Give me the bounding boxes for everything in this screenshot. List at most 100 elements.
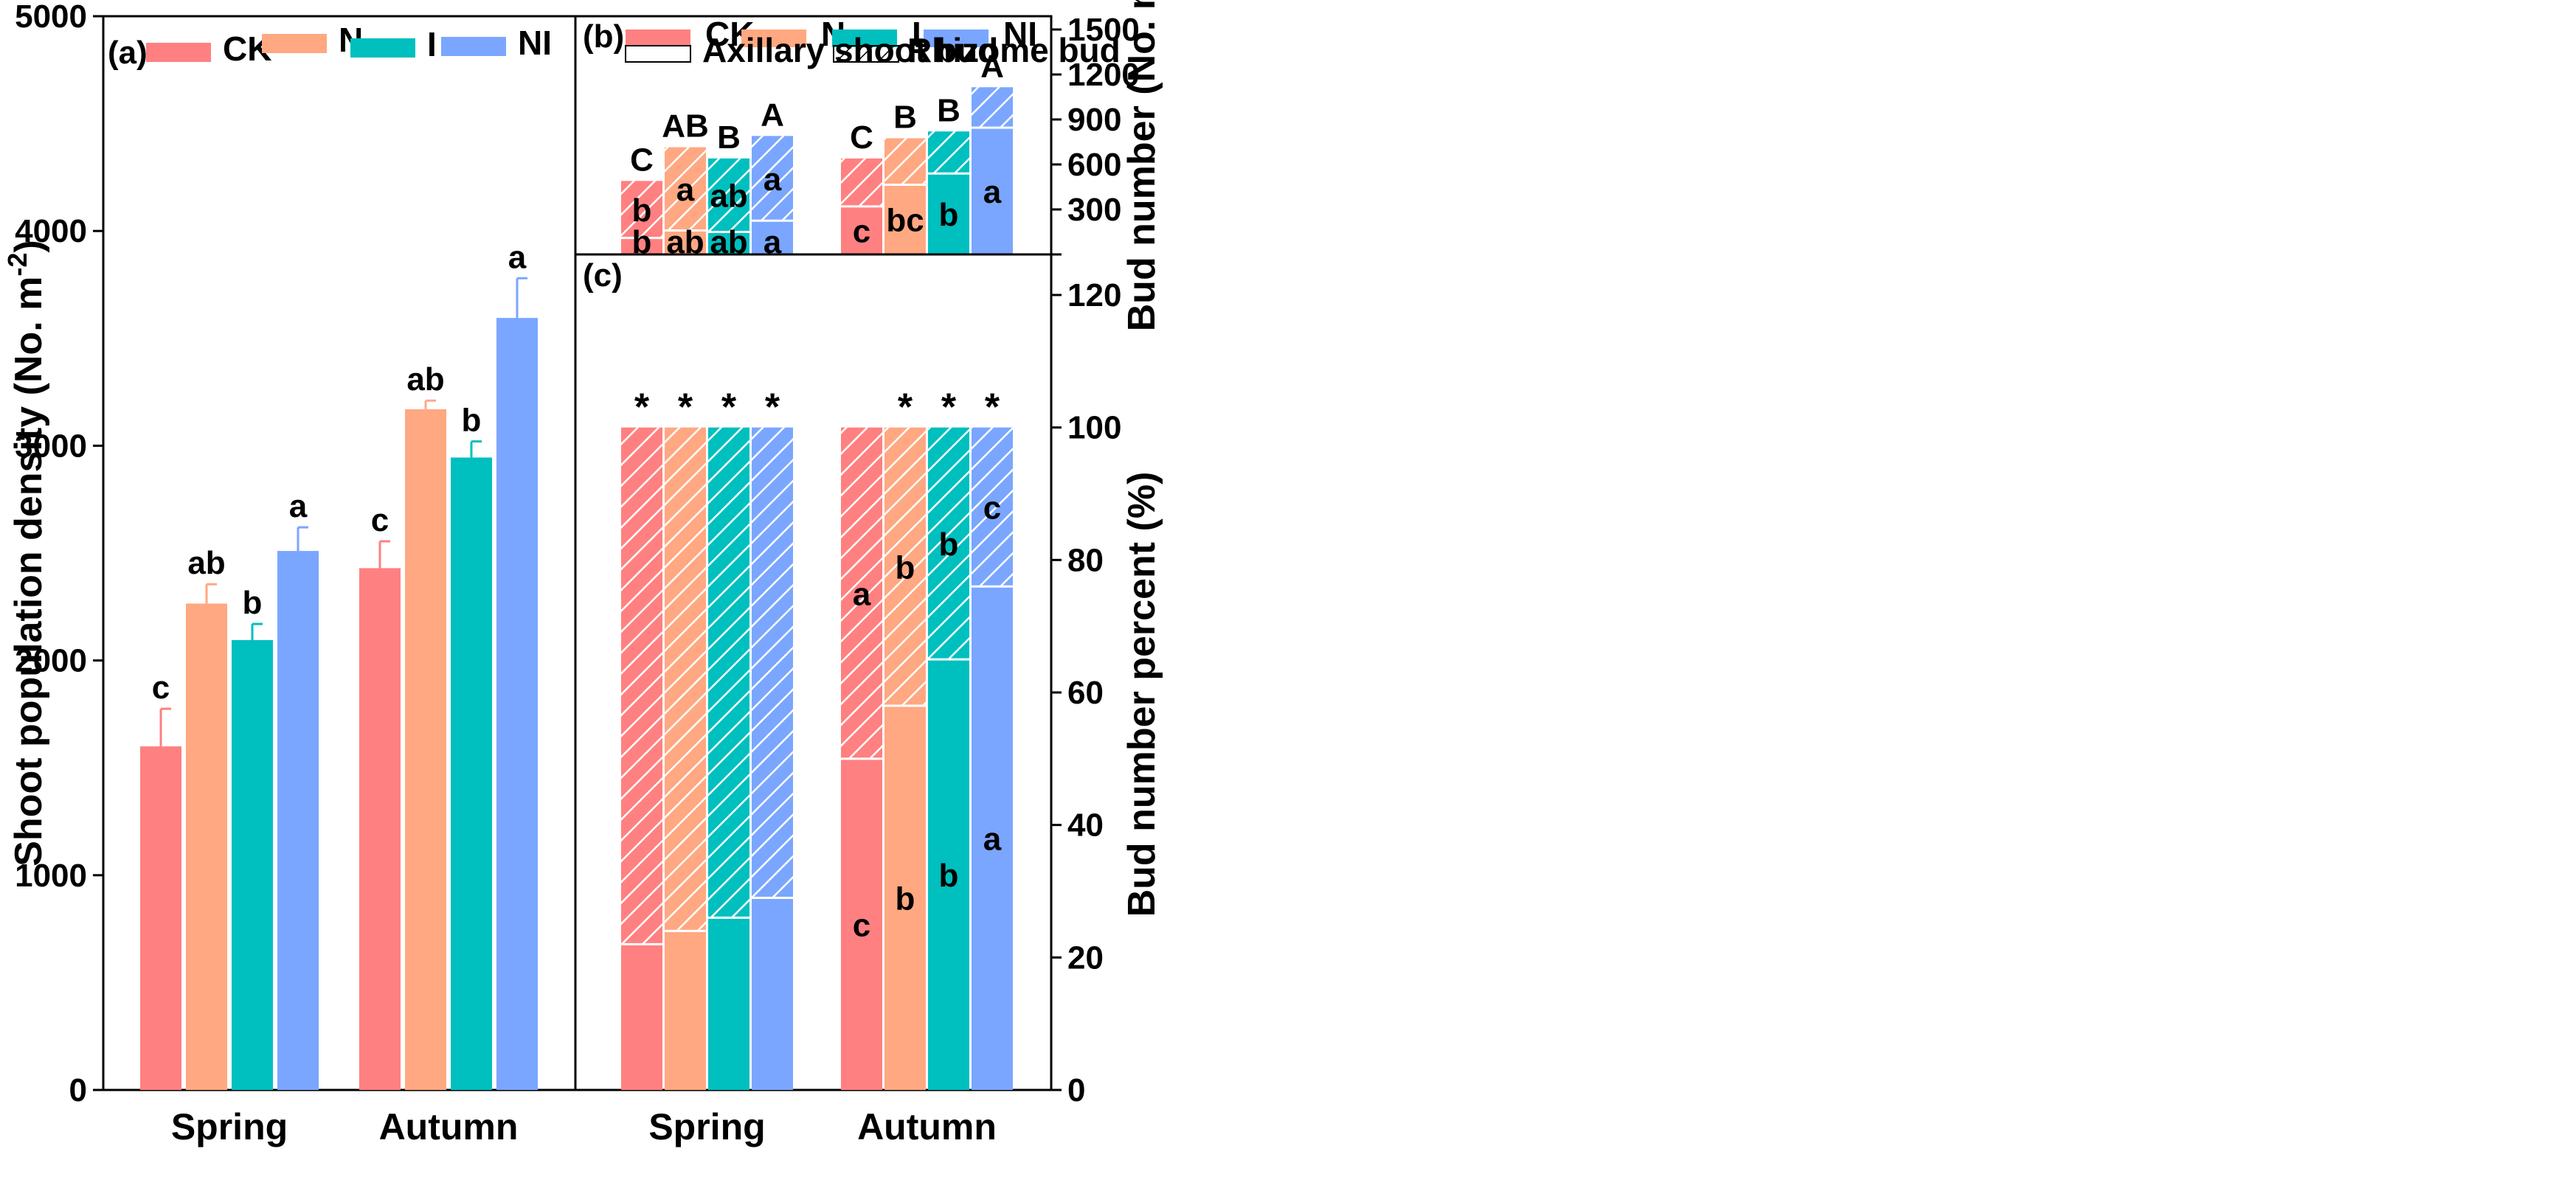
panel-c-ytick-label: 60	[1067, 675, 1104, 711]
panel-c-rhizome-letter-i-autumn: b	[939, 527, 959, 563]
panel-b-axillary-letter-ni-autumn: a	[983, 174, 1002, 210]
panel-a-legend-swatch-ni	[441, 37, 506, 56]
panel-c-bar-rhizome-hatch-i-autumn	[928, 427, 969, 660]
panel-c-rhizome-letter-ck-autumn: a	[853, 576, 871, 612]
panel-b-ytick-label: 300	[1067, 192, 1121, 228]
panel-b-rhizome-letter-ni-spring: a	[764, 162, 782, 198]
panel-b-total-letter-ni-spring: A	[761, 97, 784, 133]
panel-c-ytick-label: 40	[1067, 808, 1104, 844]
panel-c-ytick-label: 100	[1067, 410, 1121, 446]
panel-b-legend-label-rhizome: Rhizome bud	[907, 31, 1121, 69]
panel-c-rhizome-letter-ni-autumn: c	[983, 490, 1001, 526]
panel-a-bar-i-autumn	[451, 457, 492, 1090]
panel-a-ytick-label: 3000	[15, 428, 87, 464]
panel-c-star-n-spring: *	[678, 386, 693, 429]
panel-b-ytick-label: 1200	[1067, 57, 1140, 93]
panel-c-rhizome-letter-n-autumn: b	[896, 549, 915, 586]
panel-a-legend-swatch-n	[262, 34, 327, 53]
panel-a-bar-i-spring	[232, 639, 273, 1090]
panel-b-legend-swatch-rhizome	[833, 45, 899, 63]
panel-b-total-letter-ck-spring: C	[630, 142, 654, 178]
panel-b-bar-axillary-n-autumn	[884, 184, 926, 254]
panel-a-bar-ni-autumn	[496, 318, 538, 1090]
panel-a-ylabel-close: )	[7, 240, 50, 252]
panel-b-bar-rhizome-hatch-ck-spring	[621, 181, 662, 238]
panel-c-axillary-letter-i-autumn: b	[939, 858, 959, 894]
panel-b-total-letter-ck-autumn: C	[850, 119, 873, 156]
panel-a-category-spring: Spring	[171, 1106, 288, 1147]
panel-c-bar-axillary-ni-spring	[752, 897, 793, 1090]
panel-a-letter-i-autumn: b	[462, 403, 482, 439]
panel-b-legend-swatch-ck	[626, 29, 690, 47]
panel-a-letter-ni-spring: a	[289, 488, 308, 524]
panel-b-legend-label-i: I	[912, 15, 921, 53]
panel-c-ytick-label: 80	[1067, 542, 1104, 578]
panel-b-ytick-label: 1500	[1067, 12, 1140, 48]
panel-b-bar-axillary-ck-spring	[621, 237, 662, 254]
panel-b-bar-rhizome-hatch-n-autumn	[884, 138, 926, 185]
panel-a-letter-ck-spring: c	[152, 670, 170, 706]
panel-b-axillary-letter-i-autumn: b	[939, 197, 959, 233]
panel-a-letter-ck-autumn: c	[371, 502, 389, 538]
panel-a-bar-ck-autumn	[359, 568, 401, 1090]
panel-a-legend-label-i: I	[427, 25, 437, 63]
panel-b-axillary-letter-ck-autumn: c	[853, 213, 870, 249]
panel-b-legend-label-ni: NI	[1003, 15, 1037, 53]
panel-b-total-letter-n-autumn: B	[893, 99, 917, 135]
panel-a-ytick-label: 1000	[15, 858, 87, 894]
panel-b-ytick-label: 600	[1067, 147, 1121, 183]
panel-a-ylabel-sup: -2	[2, 253, 32, 277]
panel-c-bar-axillary-n-autumn	[884, 705, 926, 1090]
panel-c-axillary-letter-n-autumn: b	[896, 881, 915, 917]
panel-a-category-autumn: Autumn	[379, 1106, 519, 1147]
panel-c-bar-rhizome-hatch-ni-autumn	[972, 427, 1013, 587]
panel-a-ylabel: Shoot population density (No. m-2)	[2, 240, 50, 867]
panel-a-bar-n-spring	[186, 603, 227, 1090]
panel-a-ytick-label: 2000	[15, 643, 87, 679]
panel-c-ytick-label: 0	[1067, 1072, 1085, 1108]
panel-b-bar-rhizome-hatch-i-autumn	[928, 131, 969, 174]
panel-c-star-ck-spring: *	[634, 386, 650, 429]
panel-b-bar-axillary-ck-autumn	[841, 206, 882, 254]
panel-b-total-letter-ni-autumn: A	[980, 48, 1004, 84]
panel-b-legend-swatch-i	[832, 29, 897, 47]
panel-c-star-i-autumn: *	[941, 386, 957, 429]
panel-c-star-i-spring: *	[721, 386, 737, 429]
panel-c-star-ni-spring: *	[765, 386, 780, 429]
panel-a-bar-n-autumn	[405, 409, 446, 1090]
panel-c-category-spring: Spring	[648, 1106, 765, 1147]
panel-c-axillary-letter-ck-autumn: c	[853, 907, 870, 943]
panel-b-bar-rhizome-hatch-ck-autumn	[841, 158, 882, 206]
panel-b-total-letter-n-spring: AB	[662, 108, 709, 145]
panel-a-bar-ck-spring	[140, 746, 181, 1090]
panel-c-ytick-label: 120	[1067, 277, 1121, 313]
panel-c-bar-axillary-n-spring	[665, 931, 706, 1090]
panel-a-legend-label-ni: NI	[518, 24, 552, 62]
panel-c-label: (c)	[583, 257, 623, 294]
panel-c-bar-axillary-i-autumn	[928, 659, 969, 1090]
panel-c-ytick-label: 20	[1067, 940, 1104, 976]
panel-a-legend-swatch-ck	[146, 43, 211, 62]
panel-b-legend-swatch-ni	[924, 29, 988, 47]
panel-b-bar-axillary-i-spring	[708, 232, 749, 254]
panel-c-axillary-letter-ni-autumn: a	[983, 822, 1002, 858]
panel-a-ytick-label: 0	[69, 1072, 87, 1108]
panel-c-category-autumn: Autumn	[857, 1106, 997, 1147]
panel-c-bar-rhizome-hatch-i-spring	[708, 427, 749, 918]
panel-a-letter-ni-autumn: a	[508, 239, 527, 275]
panel-b-axillary-letter-n-autumn: bc	[886, 203, 924, 239]
panel-c-bar-rhizome-hatch-ck-autumn	[841, 427, 882, 759]
panel-b-total-letter-i-autumn: B	[937, 92, 960, 128]
panel-c-bar-rhizome-hatch-n-spring	[665, 427, 706, 931]
panel-b-total-letter-i-spring: B	[717, 119, 741, 156]
panel-c-bar-axillary-ck-spring	[621, 944, 662, 1090]
panel-a-ytick-label: 5000	[15, 0, 87, 35]
panel-b-bar-rhizome-hatch-ni-spring	[752, 136, 793, 221]
panel-b-bar-axillary-ni-spring	[752, 221, 793, 254]
panel-b-bar-rhizome-hatch-n-spring	[665, 147, 706, 231]
panel-b-bar-rhizome-hatch-ni-autumn	[972, 87, 1013, 128]
panel-c-bar-rhizome-hatch-ck-spring	[621, 427, 662, 945]
panel-a-letter-n-autumn: ab	[406, 361, 444, 397]
